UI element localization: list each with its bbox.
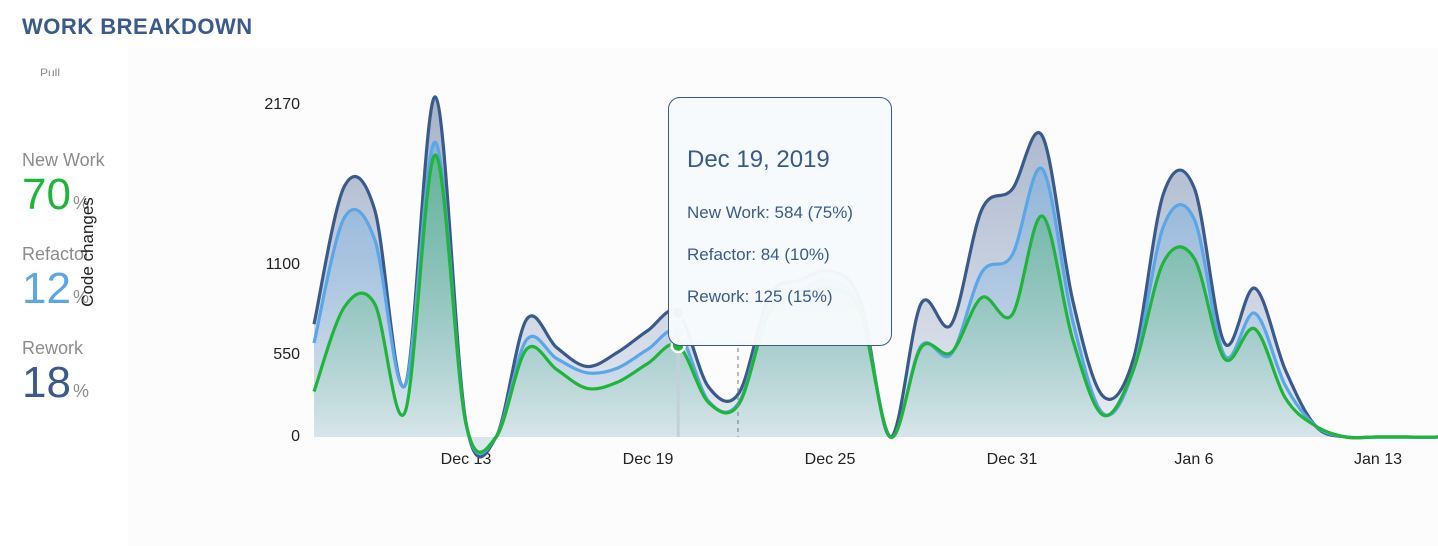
summary-refactor-value: 12: [22, 264, 71, 313]
summary-rework-value: 18: [22, 358, 71, 407]
y-tick-label: 1100: [265, 256, 300, 273]
summary-new-work: New Work 70%: [22, 150, 105, 219]
summary-rework: Rework 18%: [22, 338, 89, 407]
page-title: WORK BREAKDOWN: [22, 14, 253, 39]
summary-new-work-label: New Work: [22, 150, 105, 170]
tooltip-row-rework: Rework: 125 (15%): [687, 287, 833, 306]
tooltip-row-new-work: New Work: 584 (75%): [687, 203, 853, 222]
x-tick-label: Jan 13: [1353, 451, 1403, 468]
summary-new-work-value: 70: [22, 170, 71, 219]
tooltip-row-refactor: Refactor: 84 (10%): [687, 245, 830, 264]
summary-new-work-unit: %: [72, 193, 89, 213]
x-tick-label: Jan 6: [1174, 451, 1214, 468]
area-new-work: [314, 154, 1438, 453]
x-tick-label: Dec 25: [804, 451, 856, 468]
summary-stub-text: Pull: [40, 66, 61, 76]
y-tick-label: 550: [273, 346, 300, 363]
x-tick-label: Dec 31: [986, 451, 1038, 468]
x-tick-label: Dec 19: [622, 451, 674, 468]
summary-rework-unit: %: [72, 381, 89, 401]
summary-refactor-label: Refactor: [22, 244, 91, 264]
tooltip-date: Dec 19, 2019: [687, 146, 830, 173]
y-tick-label: 0: [291, 428, 300, 445]
summary-refactor-unit: %: [72, 287, 89, 307]
summary-rework-label: Rework: [22, 338, 84, 358]
summary-refactor: Refactor 12%: [22, 244, 90, 313]
chart-tooltip: Dec 19, 2019 New Work: 584 (75%) Refacto…: [668, 97, 892, 346]
y-tick-label: 2170: [264, 96, 300, 113]
series-line-new-work: [312, 153, 1438, 454]
